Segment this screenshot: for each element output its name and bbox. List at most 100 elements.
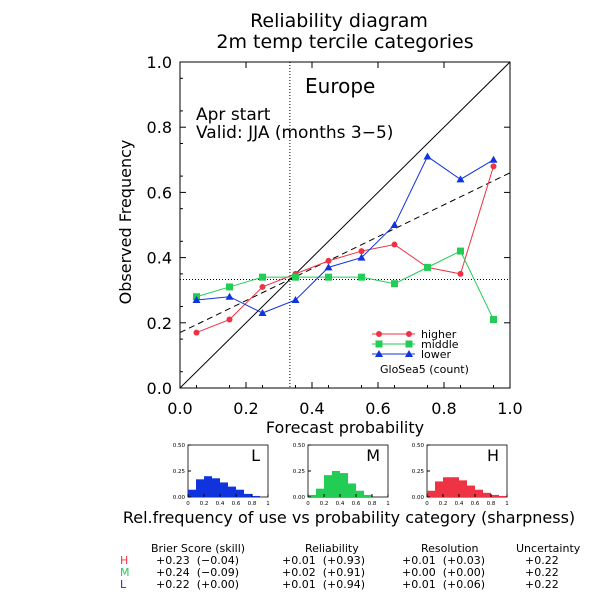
brier-header: Brier Score (skill) [151, 542, 245, 555]
series-point-higher [193, 329, 200, 336]
sharpness-x-tick-label: 0.4 [216, 501, 225, 507]
score-row-l-uncertainty: +0.22 [525, 578, 559, 591]
series-point-middle [325, 273, 332, 281]
y-tick-label: 0.8 [147, 118, 172, 137]
score-row-h-resolution: +0.01 (+0.03) [402, 554, 485, 567]
series-point-lower [192, 295, 201, 303]
sharpness-x-tick-label: 1 [505, 501, 509, 507]
reliability-plot-marks [179, 61, 511, 389]
title-line-1: Reliability diagram [250, 10, 428, 32]
score-row-l-resolution: +0.01 (+0.06) [402, 578, 485, 591]
sharpness-bar [252, 495, 260, 497]
legend-label-lower: lower [421, 348, 452, 361]
series-point-higher [490, 163, 497, 170]
sharpness-x-tick-label: 0.4 [455, 501, 464, 507]
sharpness-y-tick-label: 0.50 [412, 443, 425, 449]
sharpness-bar [316, 488, 324, 497]
start-label: Apr start [196, 105, 271, 125]
score-row-l-category: L [120, 578, 127, 591]
sharpness-y-tick-label: 0.25 [293, 469, 306, 475]
sharpness-bar [308, 494, 316, 497]
sharpness-bar [340, 473, 348, 497]
legend-label-middle: middle [421, 338, 459, 351]
score-row-h-category: H [120, 554, 128, 567]
sharpness-bar [491, 494, 499, 497]
sharpness-x-tick-label: 1 [266, 501, 270, 507]
sharpness-x-tick-label: 0.8 [368, 501, 377, 507]
series-point-lower [390, 221, 399, 228]
sharpness-bar [196, 479, 204, 497]
sharpness-bar [435, 481, 443, 497]
x-tick-label: 0.0 [167, 399, 192, 418]
x-tick-label: 0.4 [299, 399, 324, 418]
series-point-higher [325, 257, 332, 264]
sharpness-y-tick-label: 0.00 [173, 495, 186, 501]
sharpness-bar [451, 477, 459, 497]
series-point-lower [225, 292, 234, 300]
series-point-higher [391, 241, 398, 248]
score-row-l-reliability: +0.01 (+0.94) [282, 578, 365, 591]
sharpness-x-tick-label: 0.2 [439, 501, 448, 507]
sharpness-bar [236, 489, 244, 497]
series-point-higher [259, 283, 266, 290]
sharpness-bar [499, 495, 507, 497]
x-tick-label: 0.6 [365, 399, 390, 418]
score-row-l-brier: +0.22 (+0.00) [156, 578, 239, 591]
legend-marker-higher [376, 331, 382, 337]
sharpness-histograms: L 0.00 0.25 0.50 0 0.2 0.4 0.6 0.8 1 M 0.00 0.25 0.50… [173, 443, 509, 507]
sharpness-bar [348, 483, 356, 497]
score-row-m-reliability: +0.02 (+0.91) [282, 566, 365, 579]
sharpness-y-tick-label: 0.50 [293, 443, 306, 449]
score-row-h-reliability: +0.01 (+0.93) [282, 554, 365, 567]
legend-marker-higher [406, 331, 412, 337]
sharpness-bar [483, 492, 491, 497]
series-point-lower [489, 155, 498, 163]
sharpness-x-tick-label: 0.4 [336, 501, 345, 507]
sharpness-x-tick-label: 0.6 [471, 501, 480, 507]
fit-line [179, 172, 511, 334]
score-table: Brier Score (skill) Reliability Resoluti… [120, 542, 581, 591]
series-point-lower [423, 152, 432, 160]
sharpness-bar [244, 493, 252, 497]
sharpness-bar [467, 485, 475, 497]
sharpness-panel-label: M [366, 446, 380, 465]
sharpness-x-tick-label: 0.6 [352, 501, 361, 507]
series-point-lower [357, 253, 366, 261]
x-tick-label: 0.2 [233, 399, 258, 418]
series-point-middle [358, 273, 365, 281]
title-line-2: 2m temp tercile categories [216, 31, 473, 53]
legend-marker-lower [375, 350, 383, 357]
sharpness-bar [220, 482, 228, 497]
reliability-header: Reliability [305, 542, 359, 555]
plot-frame [179, 61, 511, 389]
sharpness-bar [427, 490, 435, 497]
sharpness-panel-M: M 0.00 0.25 0.50 0 0.2 0.4 0.6 0.8 1 [293, 443, 390, 507]
sharpness-x-tick-label: 0 [186, 501, 190, 507]
x-tick-label: 1.0 [497, 399, 522, 418]
x-tick-label: 0.8 [431, 399, 456, 418]
series-point-middle [391, 280, 398, 288]
score-row-m-brier: +0.24 (−0.09) [156, 566, 239, 579]
series-point-middle [226, 283, 233, 291]
legend-marker-middle [375, 340, 383, 348]
reliability-plot: 0.00.0 0.2 0.2 0.4 0.4 0.6 0.6 0.8 0.8 1.0 1.0 Eur… [116, 53, 523, 437]
sharpness-y-tick-label: 0.00 [293, 495, 306, 501]
series-point-middle [490, 316, 497, 324]
sharpness-y-tick-label: 0.25 [173, 469, 186, 475]
resolution-header: Resolution [421, 542, 479, 555]
series-line-middle [196, 250, 494, 320]
series-line-higher [196, 166, 494, 334]
y-tick-label: 0.4 [147, 249, 172, 268]
sharpness-panel-label: L [251, 446, 260, 465]
sharpness-bar [212, 478, 220, 497]
sharpness-x-tick-label: 0.8 [248, 501, 257, 507]
y-tick-label: 0.6 [147, 183, 172, 202]
series-point-lower [456, 175, 465, 183]
sharpness-bar [332, 471, 340, 497]
legend-model-label: GloSea5 (count) [380, 363, 469, 376]
sharpness-y-tick-label: 0.50 [173, 443, 186, 449]
sharpness-bar [324, 475, 332, 497]
score-row-h-brier: +0.23 (−0.04) [156, 554, 239, 567]
